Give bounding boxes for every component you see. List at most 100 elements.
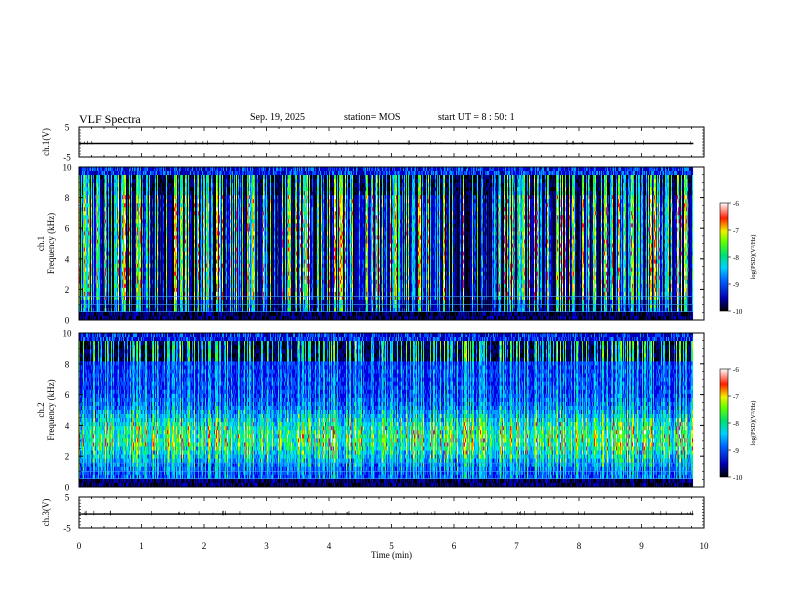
spectrogram-cell [164,187,166,192]
spectrogram-cell [150,271,152,277]
spectrogram-cell [114,219,116,224]
spectrogram-cell [181,307,183,313]
spectrogram-cell [165,263,167,268]
spectrogram-cell [170,187,172,192]
spectrogram-cell [193,179,195,184]
spectrogram-cell [117,235,119,240]
spectrogram-cell [92,235,94,240]
spectrogram-cell [137,207,139,212]
spectrogram-cell [139,307,141,313]
spectrogram-cell [204,211,206,216]
spectrogram-cell [87,203,89,208]
spectrogram-cell [183,279,185,285]
spectrogram-cell [124,199,126,204]
spectrogram-cell [160,191,162,196]
spectrogram-cell [148,299,150,305]
spectrogram-cell [89,191,91,196]
spectrogram-cell [98,303,100,309]
spectrogram-cell [154,171,156,176]
spectrogram-cell [128,299,130,305]
spectrogram-cell [160,259,162,264]
spectrogram-cell [112,247,114,252]
spectrogram-cell [93,275,95,281]
spectrogram-cell [137,175,139,180]
spectrogram-cell [111,271,113,277]
spectrogram-cell [148,247,150,252]
spectrogram-cell [99,207,101,212]
spectrogram-cell [92,187,94,192]
spectrogram-cell [106,287,108,293]
spectrogram-cell [195,167,197,172]
spectrogram-cell [190,283,192,289]
spectrogram-cell [91,251,93,256]
spectrogram-cell [91,307,93,313]
spectrogram-cell [174,259,176,264]
spectrogram-cell [140,191,142,196]
spectrogram-cell [203,307,205,313]
spectrogram-cell [172,259,174,264]
spectrogram-cell [193,231,195,236]
spectrogram-cell [108,183,110,188]
spectrogram-cell [143,255,145,260]
spectrogram-cell [204,187,206,192]
spectrogram-cell [166,207,168,212]
spectrogram-cell [202,231,204,236]
spectrogram-cell [134,307,136,313]
spectrogram-cell [160,235,162,240]
spectrogram-cell [165,227,167,232]
spectrogram-cell [181,283,183,289]
spectrogram-cell [191,199,193,204]
spectrogram-cell [140,259,142,264]
spectrogram-cell [199,207,201,212]
spectrogram-cell [114,203,116,208]
spectrogram-cell [143,239,145,244]
spectrogram-cell [154,211,156,216]
spectrogram-cell [163,171,165,176]
spectrogram-cell [121,211,123,216]
spectrogram-cell [122,287,124,293]
spectrogram-cell [173,315,175,321]
spectrogram-cell [106,195,108,200]
spectrogram-cell [168,195,170,200]
spectrogram-cell [192,187,194,192]
spectrogram-cell [120,279,122,285]
spectrogram-cell [136,303,138,309]
spectrogram-cell [168,251,170,256]
spectrogram-cell [190,243,192,248]
spectrogram-cell [107,275,109,281]
spectrogram-cell [171,171,173,176]
spectrogram-cell [151,183,153,188]
spectrogram-cell [134,167,136,172]
spectrogram-cell [175,315,177,321]
spectrogram-cell [124,171,126,176]
spectrogram-cell [145,203,147,208]
spectrogram-cell [157,191,159,196]
spectrogram-cell [81,211,83,216]
spectrogram-cell [140,287,142,293]
spectrogram-cell [79,295,81,301]
spectrogram-cell [116,191,118,196]
spectrogram-cell [193,211,195,216]
spectrogram-cell [139,223,141,228]
spectrogram-cell [88,271,90,277]
spectrogram-cell [119,251,121,256]
spectrogram-cell [100,203,102,208]
spectrogram-cell [93,311,95,317]
spectrogram-cell [173,303,175,309]
spectrogram-cell [176,179,178,184]
spectrogram-cell [108,179,110,184]
spectrogram-cell [88,287,90,293]
spectrogram-cell [175,167,177,172]
spectrogram-cell [125,247,127,252]
spectrogram-cell [161,215,163,220]
spectrogram-cell [117,295,119,301]
spectrogram-cell [119,215,121,220]
spectrogram-cell [174,263,176,268]
spectrogram-cell [143,251,145,256]
spectrogram-cell [174,235,176,240]
spectrogram-cell [203,271,205,277]
spectrogram-cell [113,315,115,321]
spectrogram-cell [125,311,127,317]
spectrogram-cell [126,231,128,236]
spectrogram-cell [158,235,160,240]
